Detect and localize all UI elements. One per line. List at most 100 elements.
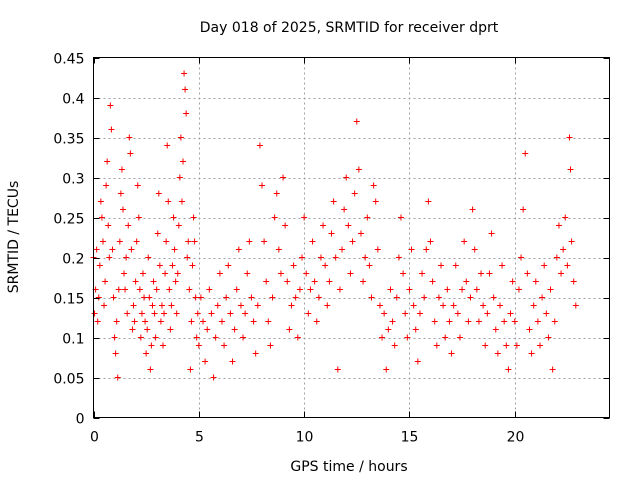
data-point — [518, 254, 525, 261]
data-point — [141, 294, 148, 301]
data-point — [152, 334, 159, 341]
data-point — [499, 262, 506, 269]
data-point — [191, 238, 198, 245]
data-point — [131, 318, 138, 325]
data-point — [536, 342, 543, 349]
data-point — [360, 278, 367, 285]
data-point — [566, 134, 573, 141]
data-point — [410, 302, 417, 309]
data-point — [172, 278, 179, 285]
data-point — [395, 254, 402, 261]
data-point — [440, 302, 447, 309]
data-point — [475, 318, 482, 325]
data-point — [282, 222, 289, 229]
data-point — [194, 310, 201, 317]
data-point — [530, 302, 537, 309]
data-point — [143, 350, 150, 357]
data-point — [119, 206, 126, 213]
data-point — [509, 278, 516, 285]
data-point — [123, 254, 130, 261]
data-point — [296, 286, 303, 293]
data-point — [117, 190, 124, 197]
data-point — [162, 270, 169, 277]
data-point — [244, 270, 251, 277]
data-point — [397, 214, 404, 221]
data-point — [175, 222, 182, 229]
data-point — [570, 278, 577, 285]
data-point — [526, 326, 533, 333]
data-point — [444, 286, 451, 293]
data-point — [189, 262, 196, 269]
data-point — [317, 254, 324, 261]
data-point — [532, 278, 539, 285]
data-point — [480, 302, 487, 309]
data-point — [547, 286, 554, 293]
data-point — [91, 310, 98, 317]
data-point — [326, 278, 333, 285]
data-point — [414, 358, 421, 365]
data-point — [129, 326, 136, 333]
data-point — [170, 214, 177, 221]
data-points — [90, 70, 579, 381]
data-point — [185, 238, 192, 245]
data-point — [355, 166, 362, 173]
data-point — [115, 286, 122, 293]
data-point — [216, 270, 223, 277]
y-tick-label: 0.35 — [53, 132, 84, 148]
data-point — [294, 334, 301, 341]
data-point — [553, 254, 560, 261]
data-point — [435, 294, 442, 301]
data-point — [286, 326, 293, 333]
data-point — [515, 286, 522, 293]
y-tick-label: 0.45 — [53, 52, 84, 68]
data-point — [486, 270, 493, 277]
data-point — [214, 302, 221, 309]
data-point — [237, 302, 244, 309]
data-point — [200, 318, 207, 325]
data-point — [558, 270, 565, 277]
data-point — [148, 342, 155, 349]
data-point — [193, 334, 200, 341]
data-point — [425, 198, 432, 205]
data-point — [438, 262, 445, 269]
data-point — [463, 278, 470, 285]
data-point — [111, 334, 118, 341]
data-point — [95, 294, 102, 301]
data-point — [461, 238, 468, 245]
data-point — [503, 342, 510, 349]
data-point — [269, 294, 276, 301]
data-point — [109, 246, 116, 253]
data-point — [429, 278, 436, 285]
data-point — [309, 238, 316, 245]
data-point — [161, 310, 168, 317]
data-point — [465, 318, 472, 325]
data-point — [452, 262, 459, 269]
data-point — [273, 190, 280, 197]
data-point — [389, 318, 396, 325]
data-point — [107, 102, 114, 109]
data-point — [150, 278, 157, 285]
data-point — [562, 214, 569, 221]
data-point — [158, 302, 165, 309]
data-point — [204, 326, 211, 333]
x-tick-label: 5 — [195, 430, 204, 446]
data-point — [423, 246, 430, 253]
grid-lines — [93, 57, 610, 418]
data-point — [147, 366, 154, 373]
data-point — [184, 254, 191, 261]
y-tick-labels: 0 0.05 0.1 0.15 0.2 0.25 0.3 0.35 0.4 0.45 — [53, 52, 84, 428]
data-point — [572, 302, 579, 309]
data-point — [419, 270, 426, 277]
data-point — [501, 318, 508, 325]
data-point — [186, 286, 193, 293]
data-point — [156, 262, 163, 269]
x-axis-label: GPS time / hours — [290, 459, 407, 475]
data-point — [450, 302, 457, 309]
data-point — [98, 214, 105, 221]
data-point — [105, 222, 112, 229]
data-point — [114, 374, 121, 381]
data-point — [492, 326, 499, 333]
data-point — [248, 294, 255, 301]
data-point — [368, 294, 375, 301]
data-point — [97, 198, 104, 205]
